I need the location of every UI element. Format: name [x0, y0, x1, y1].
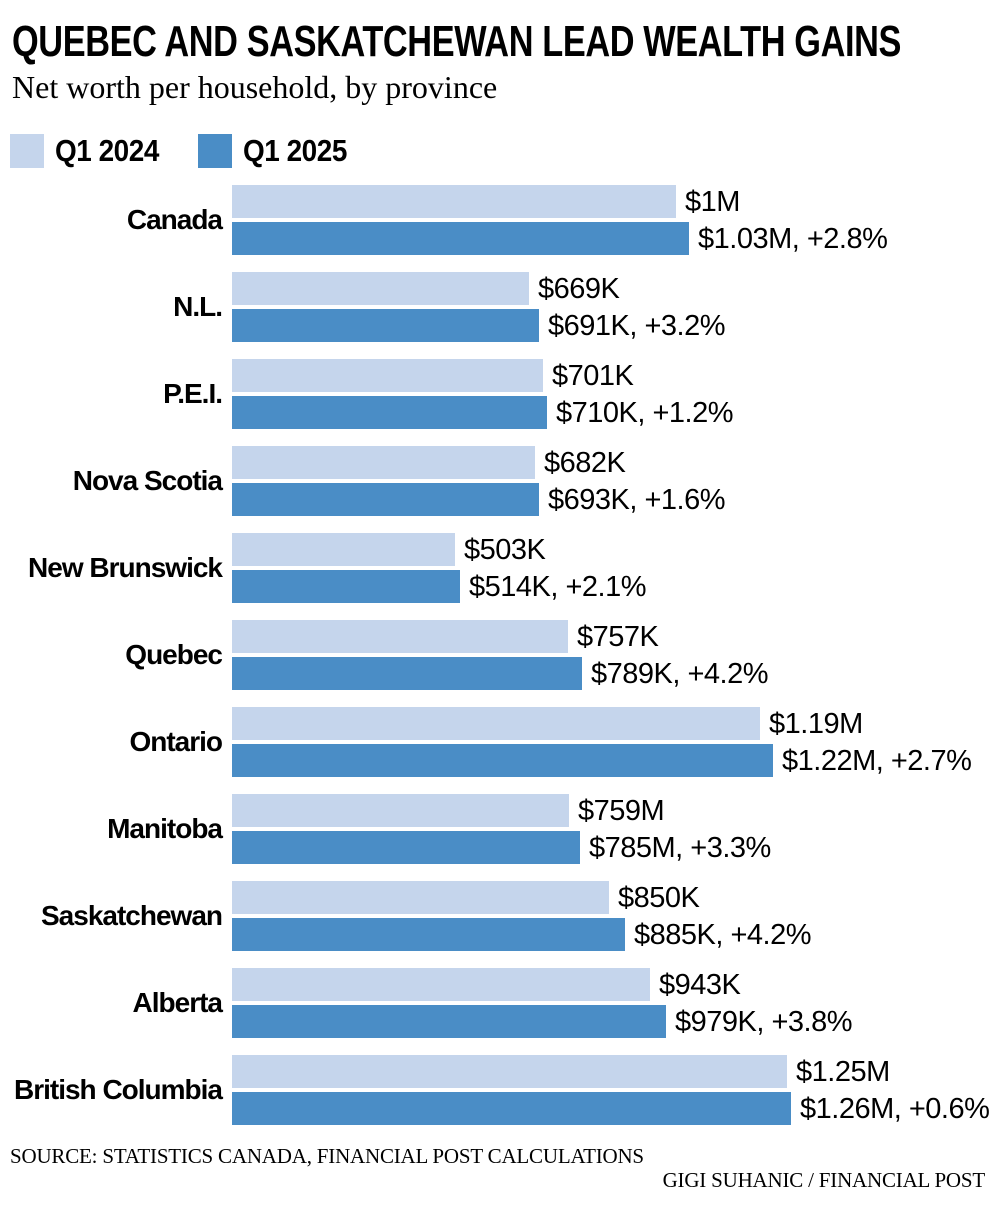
bar-q1-2024	[232, 968, 650, 1001]
bar-value-label-q1-2024: $1M	[685, 186, 740, 218]
bar-value-label-q1-2025: $785M, +3.3%	[589, 832, 771, 864]
bar-q1-2025	[232, 918, 625, 951]
chart-row-canada: Canada $1M $1.03M, +2.8%	[0, 185, 1000, 255]
bar-value-label-q1-2025: $710K, +1.2%	[556, 397, 734, 429]
bar-q1-2025	[232, 483, 539, 516]
bar-value-label-q1-2024: $850K	[618, 882, 700, 914]
bar-value-label-q1-2024: $1.25M	[796, 1056, 890, 1088]
bar-q1-2024	[232, 446, 535, 479]
chart-row-british-columbia: British Columbia $1.25M $1.26M, +0.6%	[0, 1055, 1000, 1125]
chart-row-new-brunswick: New Brunswick $503K $514K, +2.1%	[0, 533, 1000, 603]
bar-value-label-q1-2025: $885K, +4.2%	[634, 919, 812, 951]
legend-item-q1-2024: Q1 2024	[10, 133, 170, 169]
bar-q1-2024	[232, 533, 455, 566]
legend-item-q1-2025: Q1 2025	[198, 133, 358, 169]
bar-value-label-q1-2024: $701K	[552, 360, 634, 392]
source-note: SOURCE: STATISTICS CANADA, FINANCIAL POS…	[10, 1144, 644, 1168]
bar-q1-2025	[232, 657, 582, 690]
category-label: Nova Scotia	[72, 465, 223, 496]
bar-q1-2025	[232, 570, 460, 603]
bar-q1-2024	[232, 794, 569, 827]
chart-row-alberta: Alberta $943K $979K, +3.8%	[0, 968, 1000, 1038]
category-label: Ontario	[129, 726, 223, 757]
bar-q1-2024	[232, 881, 609, 914]
bar-q1-2025	[232, 309, 539, 342]
bar-value-label-q1-2024: $943K	[659, 969, 741, 1001]
bar-value-label-q1-2025: $1.03M, +2.8%	[698, 223, 888, 255]
chart-row-nova-scotia: Nova Scotia $682K $693K, +1.6%	[0, 446, 1000, 516]
legend-label-q1-2024: Q1 2024	[55, 133, 159, 168]
credit-note: GIGI SUHANIC / FINANCIAL POST	[662, 1168, 986, 1192]
chart-row-quebec: Quebec $757K $789K, +4.2%	[0, 620, 1000, 690]
bar-value-label-q1-2025: $691K, +3.2%	[548, 310, 726, 342]
bar-q1-2024	[232, 185, 676, 218]
bar-q1-2025	[232, 831, 580, 864]
bar-value-label-q1-2025: $1.22M, +2.7%	[782, 745, 972, 777]
bar-q1-2025	[232, 222, 689, 255]
bar-value-label-q1-2025: $979K, +3.8%	[675, 1006, 853, 1038]
category-label: New Brunswick	[28, 552, 223, 583]
bar-value-label-q1-2025: $693K, +1.6%	[548, 484, 726, 516]
chart-row-p-e-i: P.E.I. $701K $710K, +1.2%	[0, 359, 1000, 429]
bar-value-label-q1-2024: $503K	[464, 534, 546, 566]
bar-q1-2024	[232, 620, 568, 653]
category-label: Saskatchewan	[41, 900, 223, 931]
chart-row-ontario: Ontario $1.19M $1.22M, +2.7%	[0, 707, 1000, 777]
category-label: P.E.I.	[163, 378, 223, 409]
bar-q1-2024	[232, 272, 529, 305]
legend-swatch-q1-2025	[198, 134, 233, 168]
category-label: Manitoba	[107, 813, 223, 844]
bar-value-label-q1-2024: $682K	[544, 447, 626, 479]
chart-row-saskatchewan: Saskatchewan $850K $885K, +4.2%	[0, 881, 1000, 951]
bar-q1-2025	[232, 744, 773, 777]
bar-q1-2024	[232, 1055, 787, 1088]
bar-value-label-q1-2025: $514K, +2.1%	[469, 571, 647, 603]
chart-row-n-l: N.L. $669K $691K, +3.2%	[0, 272, 1000, 342]
bar-value-label-q1-2025: $789K, +4.2%	[591, 658, 769, 690]
chart-title: QUEBEC AND SASKATCHEWAN LEAD WEALTH GAIN…	[12, 17, 902, 66]
bar-q1-2025	[232, 1005, 666, 1038]
category-label: British Columbia	[13, 1074, 223, 1105]
bar-value-label-q1-2024: $1.19M	[769, 708, 863, 740]
chart-row-manitoba: Manitoba $759M $785M, +3.3%	[0, 794, 1000, 864]
legend: Q1 2024 Q1 2025	[10, 133, 359, 169]
bar-value-label-q1-2024: $669K	[538, 273, 620, 305]
bar-value-label-q1-2024: $757K	[577, 621, 659, 653]
chart-subtitle: Net worth per household, by province	[12, 69, 498, 105]
bar-q1-2024	[232, 359, 543, 392]
bar-q1-2025	[232, 396, 547, 429]
category-label: Canada	[126, 204, 223, 235]
bar-value-label-q1-2025: $1.26M, +0.6%	[800, 1093, 990, 1125]
legend-swatch-q1-2024	[10, 134, 44, 168]
category-label: Quebec	[125, 639, 223, 670]
bar-q1-2024	[232, 707, 760, 740]
legend-label-q1-2025: Q1 2025	[243, 133, 348, 168]
bar-value-label-q1-2024: $759M	[578, 795, 665, 827]
bar-q1-2025	[232, 1092, 791, 1125]
category-label: N.L.	[173, 291, 223, 322]
category-label: Alberta	[132, 987, 223, 1018]
